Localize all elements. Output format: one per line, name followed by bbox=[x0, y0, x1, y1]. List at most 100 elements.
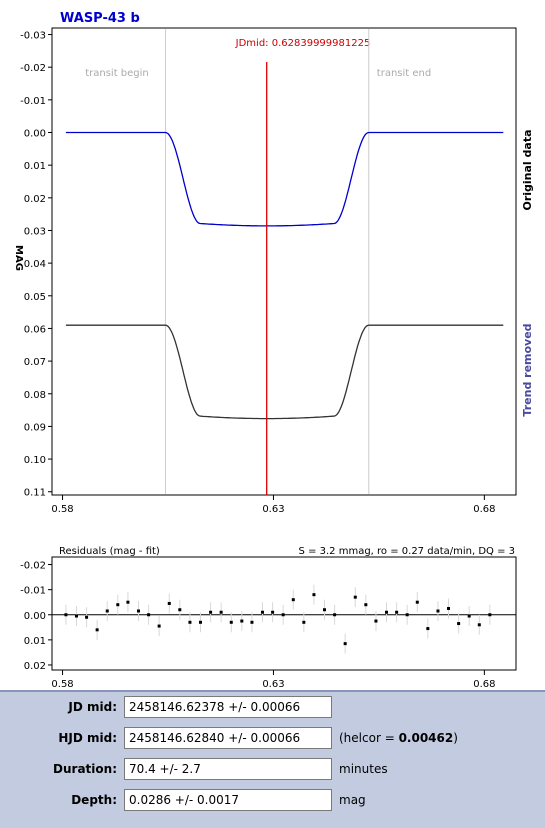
main-y-tick-label: -0.02 bbox=[20, 63, 46, 74]
residual-point bbox=[467, 614, 471, 618]
jdmid-annotation: JDmid: 0.62839999981225 bbox=[235, 38, 371, 49]
residual-point bbox=[291, 598, 295, 602]
residual-y-tick-label: 0.02 bbox=[24, 661, 46, 672]
jd-mid-label: JD mid: bbox=[68, 700, 117, 714]
residual-point bbox=[229, 620, 233, 624]
residual-point bbox=[178, 608, 182, 612]
residual-point bbox=[405, 613, 409, 617]
main-plot-marks bbox=[65, 29, 504, 495]
residual-point bbox=[426, 627, 430, 631]
residual-point bbox=[95, 628, 99, 632]
main-y-tick-label: -0.01 bbox=[20, 96, 46, 107]
helcor-note: (helcor = 0.00462) bbox=[339, 731, 458, 745]
residual-point bbox=[136, 609, 140, 613]
residual-point bbox=[219, 610, 223, 614]
residual-x-tick-label: 0.63 bbox=[262, 679, 284, 690]
helcor-value: 0.00462 bbox=[398, 731, 454, 745]
residual-point bbox=[322, 608, 326, 612]
residual-point bbox=[436, 609, 440, 613]
trend-removed-label: Trend removed bbox=[521, 323, 534, 416]
residual-point bbox=[147, 613, 151, 617]
main-axis-ticks: 0.58 0.63 0.68 -0.03 -0.02 -0.01 0.00 0.01 0.02 0… bbox=[20, 31, 495, 515]
original-model-curve bbox=[65, 131, 504, 227]
residual-point bbox=[271, 610, 275, 614]
residual-point bbox=[116, 603, 120, 607]
residual-point bbox=[312, 593, 316, 597]
depth-unit: mag bbox=[339, 793, 366, 807]
hjd-mid-row: HJD mid: 2458146.62840 +/- 0.00066 (helc… bbox=[0, 727, 545, 751]
depth-field[interactable]: 0.0286 +/- 0.0017 bbox=[124, 789, 332, 811]
residual-y-tick-label: -0.02 bbox=[20, 561, 46, 572]
main-y-tick-label: 0.06 bbox=[24, 324, 46, 335]
residuals-stats: S = 3.2 mmag, ro = 0.27 data/min, DQ = 3 bbox=[299, 546, 515, 557]
jd-mid-field[interactable]: 2458146.62378 +/- 0.00066 bbox=[124, 696, 332, 718]
residual-point bbox=[374, 619, 378, 623]
light-curve-chart: WASP-43 b JDmid: 0.62839999981225 transi… bbox=[13, 11, 534, 690]
duration-row: Duration: 70.4 +/- 2.7 minutes bbox=[0, 758, 545, 782]
residual-point bbox=[353, 595, 357, 599]
duration-field[interactable]: 70.4 +/- 2.7 bbox=[124, 758, 332, 780]
main-x-tick-label: 0.68 bbox=[473, 504, 495, 515]
main-y-tick-label: 0.01 bbox=[24, 161, 46, 172]
residual-x-tick-label: 0.68 bbox=[473, 679, 495, 690]
main-y-tick-label: 0.11 bbox=[24, 488, 46, 499]
residual-point bbox=[126, 600, 130, 604]
residual-point bbox=[364, 603, 368, 607]
helcor-suffix: ) bbox=[453, 731, 458, 745]
trend-removed-model-curve bbox=[65, 324, 504, 420]
residual-point bbox=[447, 606, 451, 610]
main-x-tick-label: 0.63 bbox=[262, 504, 284, 515]
main-y-tick-label: 0.08 bbox=[24, 390, 46, 401]
residual-point bbox=[157, 624, 161, 628]
y-axis-label: MAG bbox=[13, 245, 24, 271]
duration-unit: minutes bbox=[339, 762, 388, 776]
residual-y-tick-label: 0.01 bbox=[24, 636, 46, 647]
residual-point bbox=[488, 613, 492, 617]
residual-point bbox=[415, 600, 419, 604]
hjd-mid-field[interactable]: 2458146.62840 +/- 0.00066 bbox=[124, 727, 332, 749]
main-y-tick-label: 0.09 bbox=[24, 422, 46, 433]
residual-x-tick-label: 0.58 bbox=[51, 679, 73, 690]
main-y-tick-label: 0.04 bbox=[24, 259, 46, 270]
main-y-tick-label: -0.03 bbox=[20, 31, 46, 42]
main-y-tick-label: 0.03 bbox=[24, 226, 46, 237]
main-y-tick-label: 0.05 bbox=[24, 292, 46, 303]
main-y-tick-label: 0.00 bbox=[24, 129, 46, 140]
transit-end-label: transit end bbox=[377, 68, 431, 79]
jd-mid-row: JD mid: 2458146.62378 +/- 0.00066 bbox=[0, 696, 545, 720]
duration-label: Duration: bbox=[53, 762, 117, 776]
main-y-tick-label: 0.02 bbox=[24, 194, 46, 205]
residual-point bbox=[85, 615, 89, 619]
residual-point bbox=[395, 610, 399, 614]
helcor-prefix: (helcor = bbox=[339, 731, 395, 745]
residual-point bbox=[105, 609, 109, 613]
residual-point bbox=[260, 610, 264, 614]
main-plot-frame bbox=[51, 27, 517, 496]
original-data-label: Original data bbox=[521, 129, 534, 210]
depth-row: Depth: 0.0286 +/- 0.0017 mag bbox=[0, 789, 545, 813]
residual-point bbox=[64, 613, 68, 617]
hjd-mid-label: HJD mid: bbox=[58, 731, 117, 745]
transit-results-panel: JD mid: 2458146.62378 +/- 0.00066 HJD mi… bbox=[0, 690, 545, 828]
residual-point bbox=[74, 614, 78, 618]
residual-point bbox=[457, 622, 461, 626]
depth-label: Depth: bbox=[71, 793, 117, 807]
residual-point bbox=[188, 620, 192, 624]
residual-point bbox=[209, 610, 213, 614]
chart-title: WASP-43 b bbox=[60, 11, 140, 26]
residual-point bbox=[343, 642, 347, 646]
residual-point bbox=[477, 623, 481, 627]
residual-point bbox=[167, 601, 171, 605]
residual-y-tick-label: 0.00 bbox=[24, 611, 46, 622]
residual-axis-ticks: 0.58 0.63 0.68 -0.02 -0.01 0.00 0.01 0.02 bbox=[20, 561, 495, 690]
residual-point bbox=[333, 613, 337, 617]
residual-point bbox=[250, 620, 254, 624]
residual-point bbox=[198, 620, 202, 624]
residual-plot-marks bbox=[52, 584, 516, 654]
main-y-tick-label: 0.10 bbox=[24, 455, 46, 466]
residual-point bbox=[302, 620, 306, 624]
main-x-tick-label: 0.58 bbox=[51, 504, 73, 515]
main-y-tick-label: 0.07 bbox=[24, 357, 46, 368]
residual-y-tick-label: -0.01 bbox=[20, 586, 46, 597]
residuals-title: Residuals (mag - fit) bbox=[59, 546, 160, 557]
